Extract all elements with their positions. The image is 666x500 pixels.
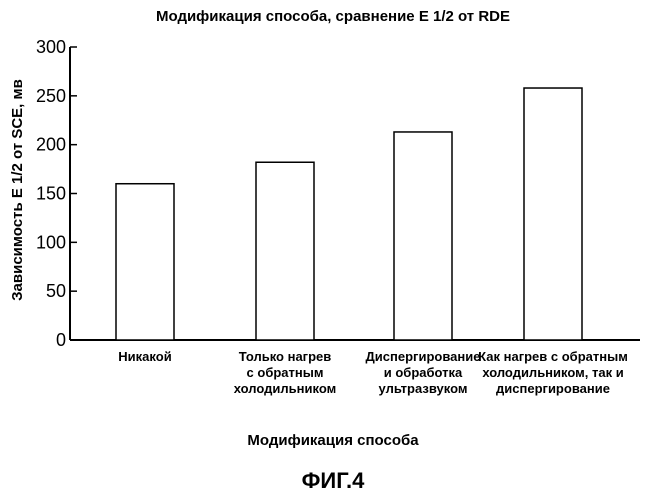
figure-label: ФИГ.4 xyxy=(0,468,666,494)
x-axis-label: Модификация способа xyxy=(0,432,666,449)
y-tick-label: 300 xyxy=(36,37,66,57)
bar xyxy=(116,184,174,340)
bars xyxy=(116,88,582,340)
y-tick-label: 50 xyxy=(46,281,66,301)
y-tick-label: 150 xyxy=(36,184,66,204)
x-tick-labels: Никакой Только нагревс обратнымхолодильни… xyxy=(118,349,628,396)
x-tick-label: Только нагревс обратнымхолодильником xyxy=(234,349,336,396)
x-tick-label: Диспергированиеи обработкаультразвуком xyxy=(366,349,481,396)
bar xyxy=(524,88,582,340)
y-axis: 0 50 100 150 200 250 300 xyxy=(36,37,77,350)
y-tick-label: 200 xyxy=(36,135,66,155)
y-tick-label: 250 xyxy=(36,86,66,106)
y-tick-label: 0 xyxy=(56,330,66,350)
bar xyxy=(256,162,314,340)
x-tick-label: Как нагрев с обратнымхолодильником, так … xyxy=(478,349,628,396)
x-tick-label: Никакой xyxy=(118,349,171,364)
y-axis-label: Зависимость Е 1/2 от SCE, мв xyxy=(9,79,26,301)
bar xyxy=(394,132,452,340)
y-tick-label: 100 xyxy=(36,232,66,252)
